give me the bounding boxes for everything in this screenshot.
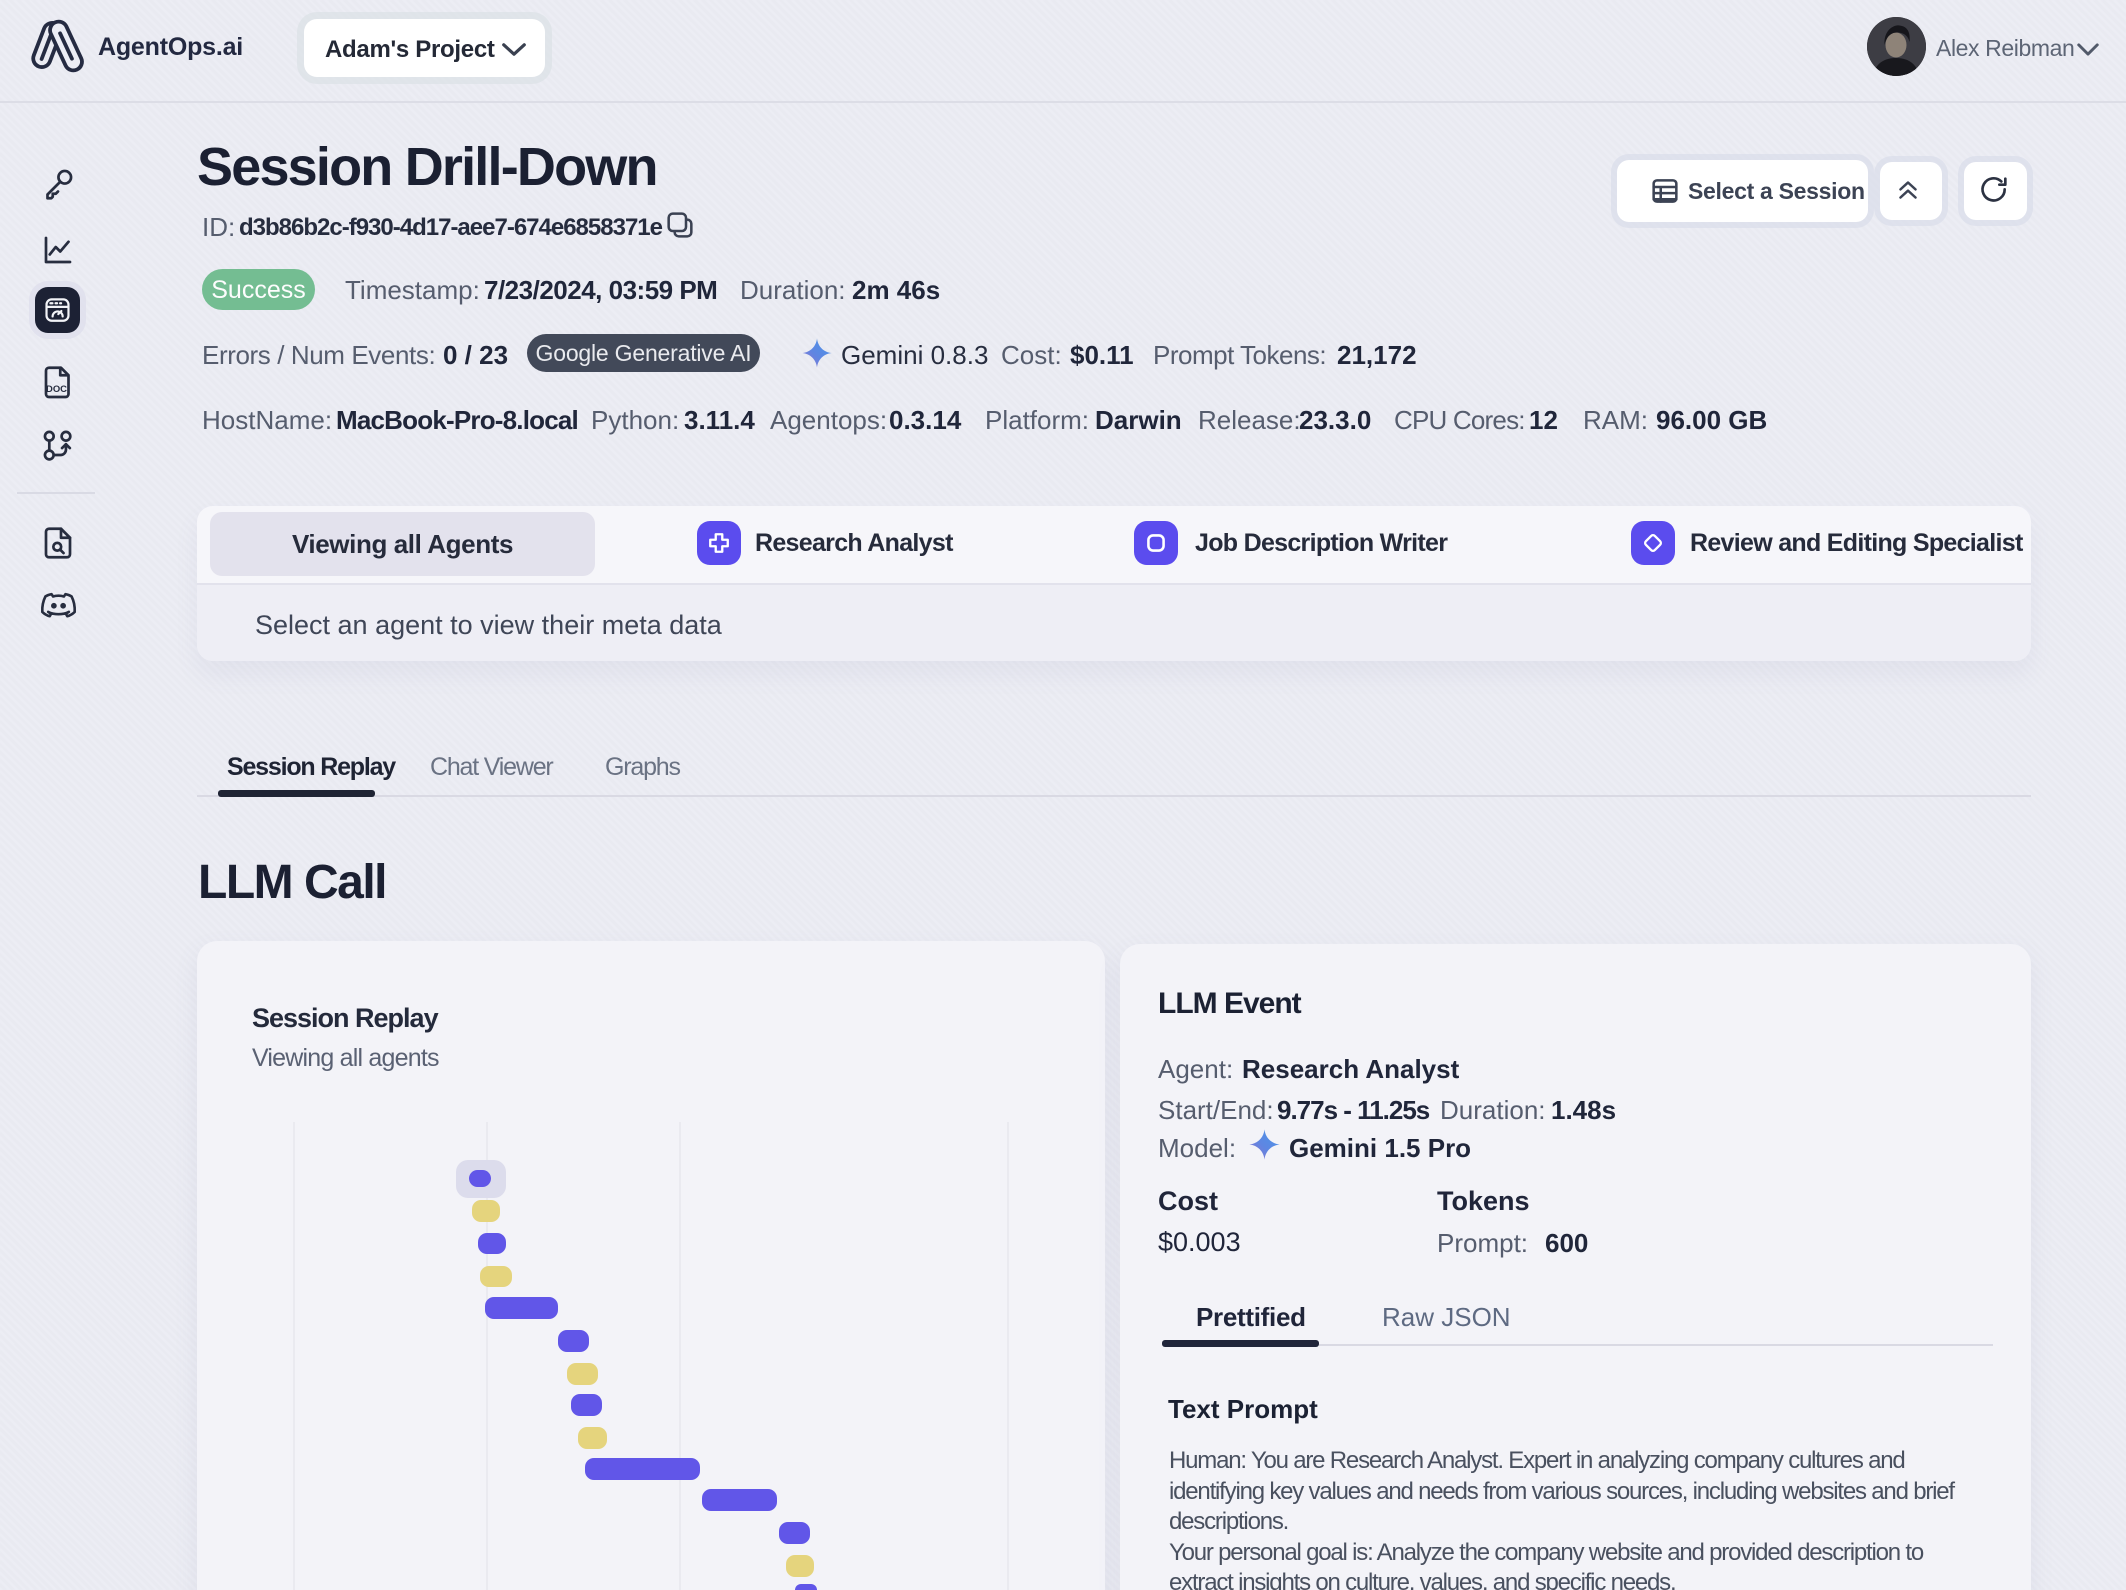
svg-text:DOC: DOC xyxy=(46,384,67,395)
